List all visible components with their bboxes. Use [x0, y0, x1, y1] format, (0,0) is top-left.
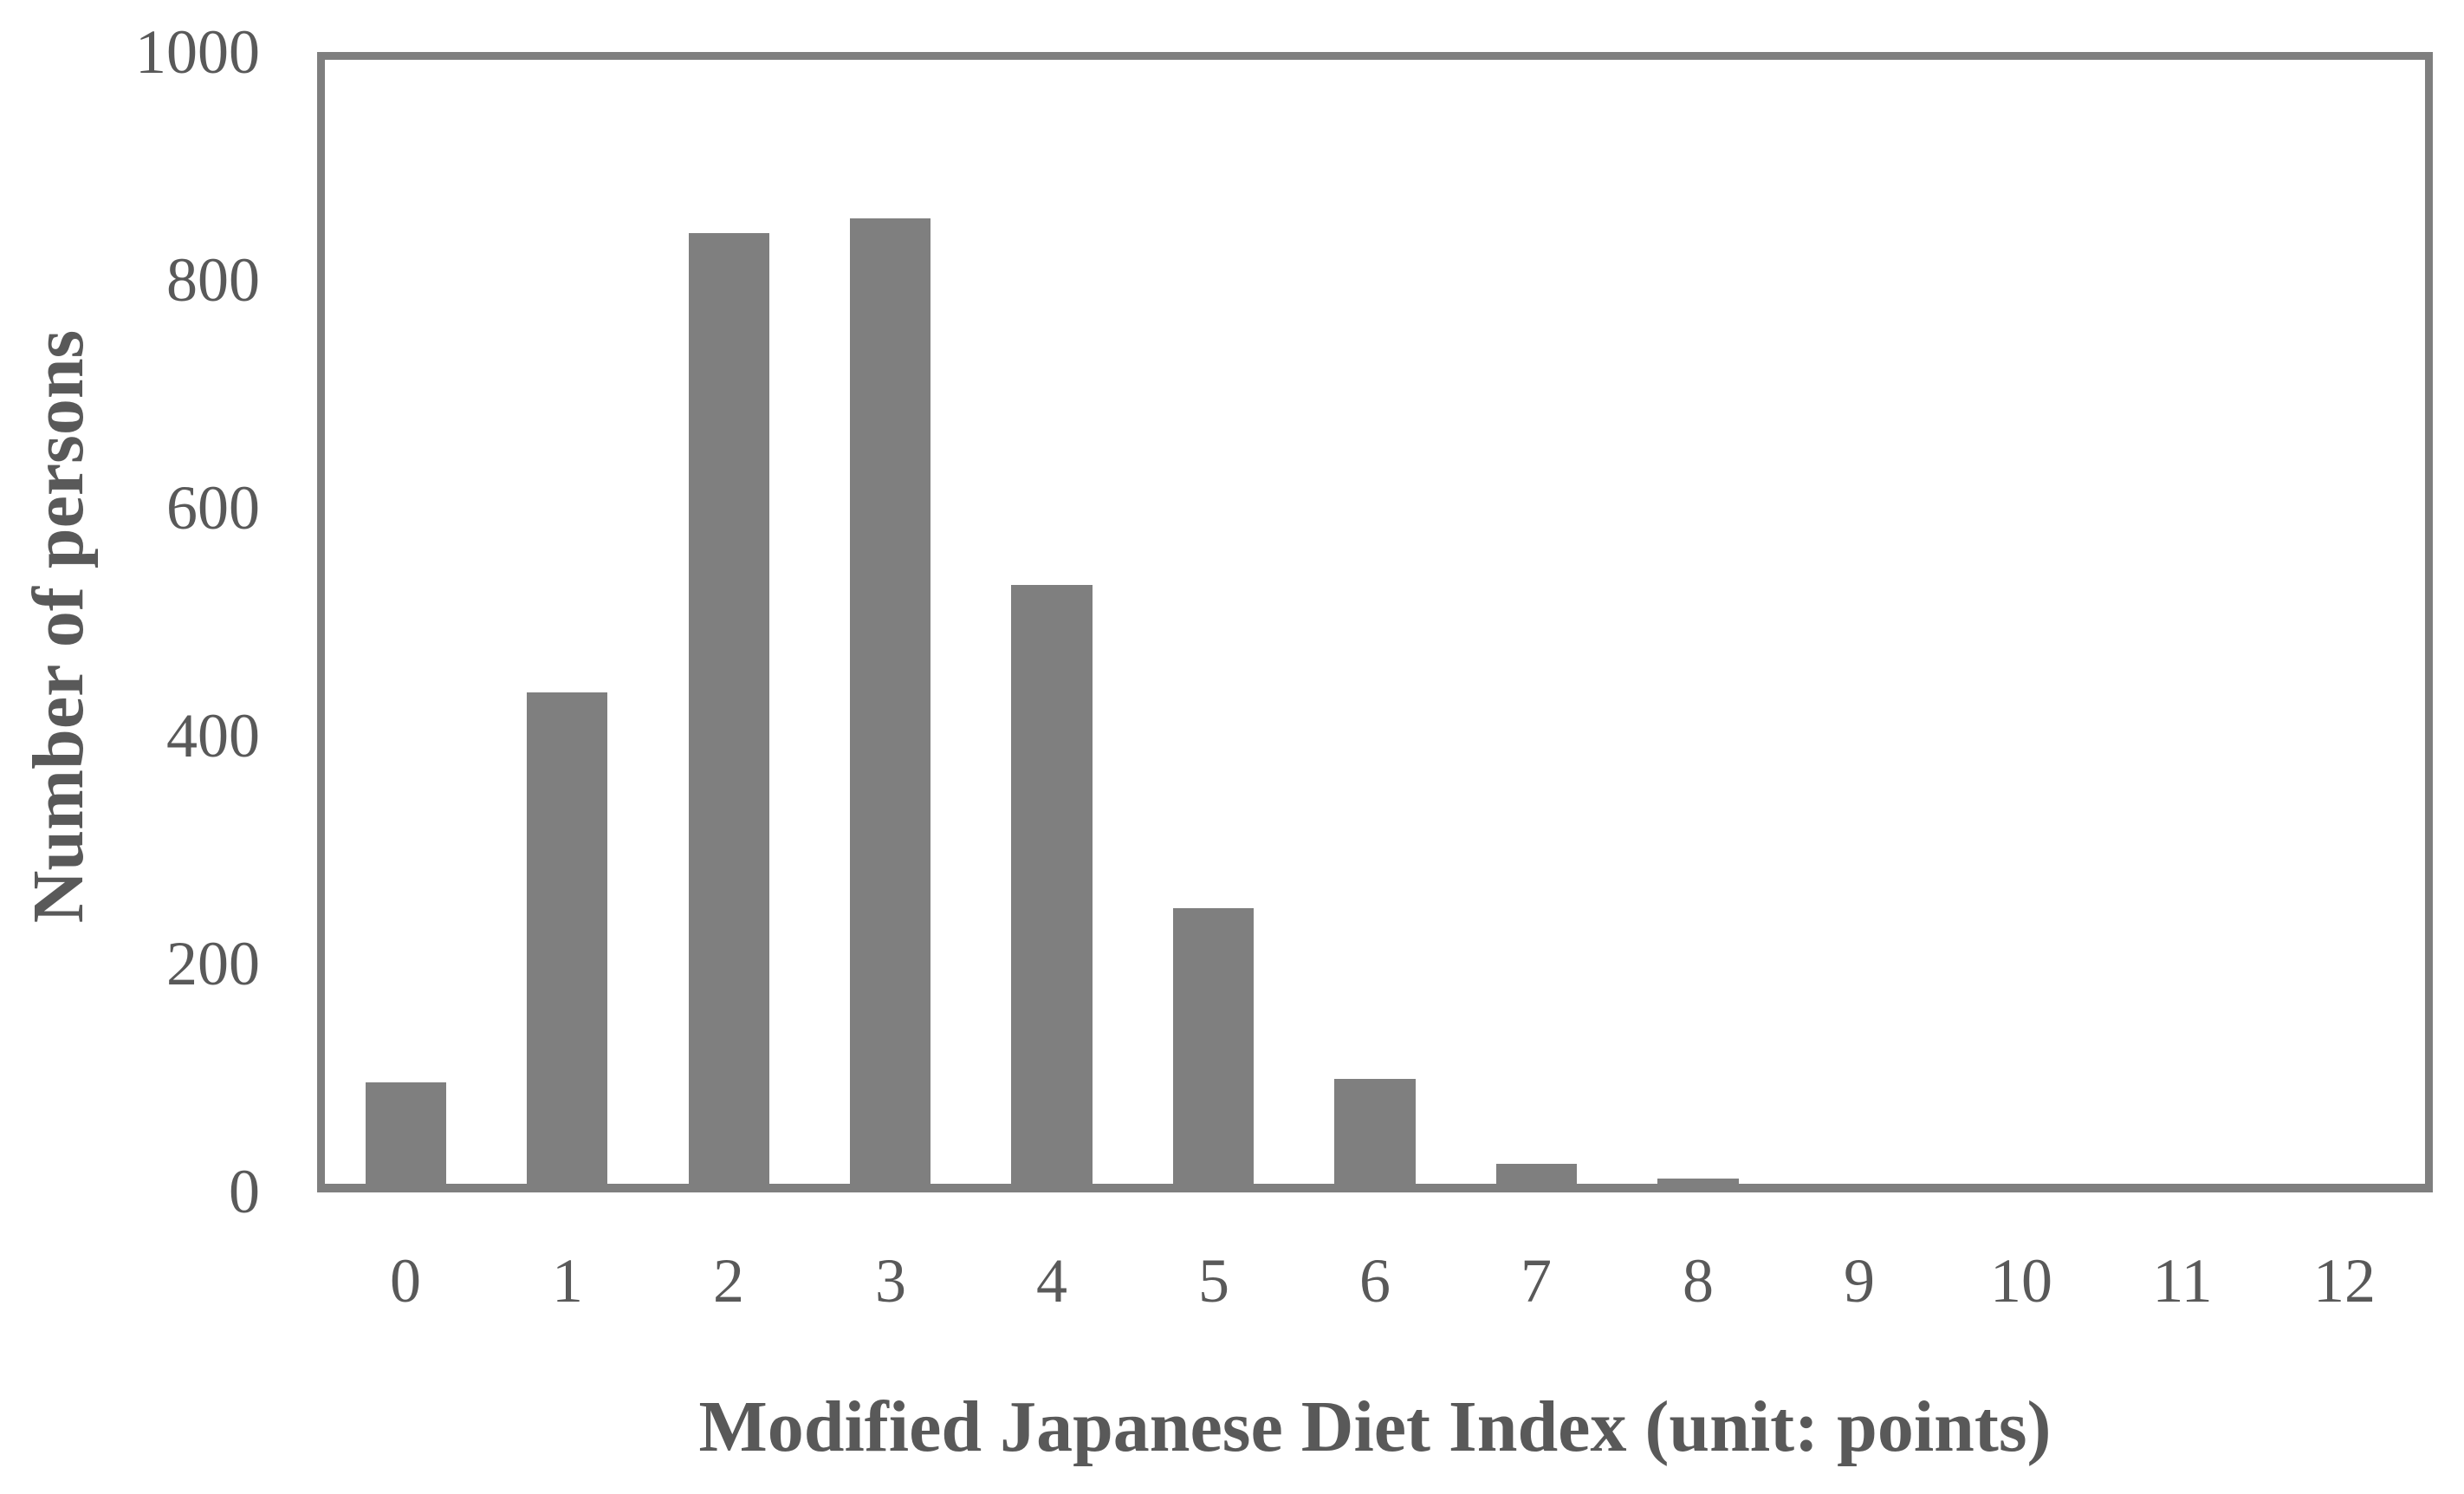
x-tick-label-3: 3 — [875, 1246, 906, 1315]
x-tick-label-12: 12 — [2313, 1246, 2376, 1315]
x-tick-label-11: 11 — [2152, 1246, 2213, 1315]
y-tick-label-600: 600 — [166, 473, 260, 542]
x-tick-label-6: 6 — [1359, 1246, 1391, 1315]
bar-category-3 — [850, 218, 931, 1184]
plot-area — [317, 52, 2433, 1192]
x-tick-label-0: 0 — [390, 1246, 421, 1315]
y-tick-label-0: 0 — [229, 1157, 260, 1226]
bar-category-0 — [365, 1082, 446, 1184]
x-tick-label-9: 9 — [1844, 1246, 1875, 1315]
y-tick-label-800: 800 — [166, 245, 260, 315]
x-tick-label-2: 2 — [713, 1246, 744, 1315]
x-tick-label-1: 1 — [552, 1246, 583, 1315]
bar-category-6 — [1334, 1079, 1416, 1184]
y-tick-label-200: 200 — [166, 929, 260, 998]
x-tick-label-8: 8 — [1683, 1246, 1714, 1315]
x-tick-label-10: 10 — [1990, 1246, 2052, 1315]
x-tick-label-7: 7 — [1521, 1246, 1552, 1315]
bar-category-2 — [688, 233, 769, 1184]
bar-category-7 — [1495, 1164, 1578, 1184]
y-axis-title: Number of persons — [18, 329, 99, 924]
x-tick-label-5: 5 — [1198, 1246, 1229, 1315]
bar-category-4 — [1011, 585, 1093, 1184]
y-tick-label-1000: 1000 — [135, 17, 260, 87]
x-tick-label-4: 4 — [1036, 1246, 1067, 1315]
bar-category-5 — [1172, 908, 1255, 1184]
x-axis-title: Modified Japanese Diet Index (unit: poin… — [698, 1387, 2052, 1467]
bar-category-1 — [527, 692, 608, 1184]
bar-category-8 — [1657, 1179, 1739, 1184]
y-tick-label-400: 400 — [166, 701, 260, 770]
